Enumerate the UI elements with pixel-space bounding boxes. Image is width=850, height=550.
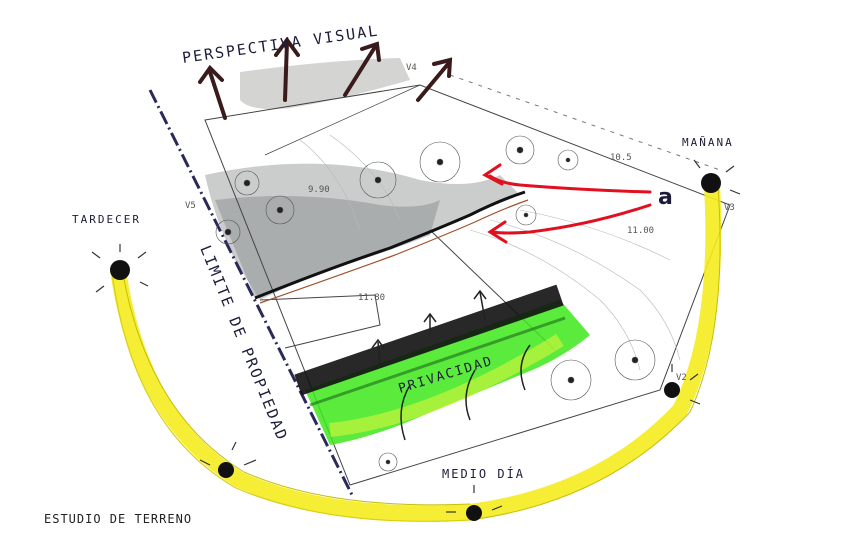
title-label: PERSPECTIVA VISUAL (181, 22, 380, 67)
vertex-v5: V5 (185, 201, 196, 211)
vertex-v2: V2 (676, 373, 687, 383)
vertex-v3: V3 (724, 203, 735, 213)
wind-label: a (658, 185, 673, 210)
privacy-hedge (294, 284, 590, 445)
sun-icon (110, 173, 721, 521)
view-arrow-icon (198, 36, 453, 120)
wind-arrow-icon (482, 163, 652, 244)
division-line (254, 190, 526, 300)
tree-icon (215, 135, 656, 472)
property-limit-line (148, 89, 354, 496)
level-mark: 9.90 (308, 185, 330, 195)
view-arrow-icon (371, 289, 531, 441)
medio-dia-label: MEDIO DÍA (442, 466, 525, 481)
tardecer-label: TARDECER (72, 213, 141, 226)
caption-label: ESTUDIO DE TERRENO (44, 512, 193, 526)
manana-label: MAÑANA (682, 136, 734, 149)
view-shading (205, 58, 520, 300)
vertex-v4: V4 (406, 63, 417, 73)
level-mark: 11.00 (627, 226, 654, 236)
level-mark: 11.80 (358, 293, 385, 303)
level-mark: 10.5 (610, 153, 632, 163)
sun-rays (91, 159, 741, 513)
